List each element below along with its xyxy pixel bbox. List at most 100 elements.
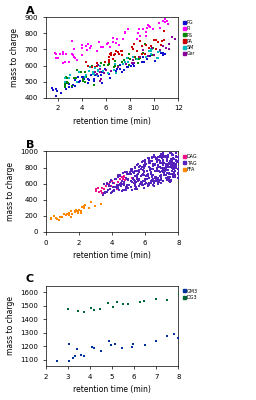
- Point: [58, 214, 62, 220]
- Point: [166, 176, 170, 183]
- Point: [170, 151, 174, 158]
- Point: [122, 174, 126, 180]
- Point: [91, 71, 95, 77]
- Point: [155, 176, 159, 182]
- Point: [137, 54, 141, 60]
- Point: [141, 158, 145, 164]
- Point: [63, 75, 68, 82]
- Point: [107, 71, 111, 77]
- Point: [67, 341, 71, 347]
- Point: [106, 70, 110, 76]
- Point: [171, 155, 175, 161]
- Point: [168, 163, 173, 169]
- Point: [174, 150, 178, 156]
- Point: [170, 163, 174, 170]
- Point: [157, 177, 161, 183]
- Point: [156, 154, 160, 160]
- Point: [93, 72, 97, 79]
- Point: [71, 52, 75, 59]
- Point: [159, 174, 163, 180]
- Point: [147, 164, 151, 170]
- Point: [176, 174, 180, 181]
- Point: [145, 25, 149, 31]
- Point: [159, 164, 163, 171]
- Point: [134, 56, 138, 62]
- Point: [151, 154, 155, 160]
- Point: [146, 180, 151, 186]
- Point: [153, 175, 157, 181]
- Point: [85, 47, 89, 53]
- Point: [115, 185, 119, 192]
- Point: [102, 189, 106, 195]
- Point: [146, 172, 150, 179]
- Point: [162, 171, 166, 178]
- Point: [63, 78, 67, 85]
- Point: [166, 163, 170, 170]
- Point: [176, 154, 180, 160]
- Point: [113, 57, 117, 64]
- Point: [154, 177, 158, 184]
- Point: [155, 49, 159, 56]
- Point: [146, 21, 150, 28]
- Point: [147, 48, 151, 54]
- Point: [167, 45, 171, 52]
- Point: [151, 177, 155, 183]
- Point: [145, 176, 149, 182]
- Point: [155, 181, 159, 187]
- Point: [150, 46, 154, 52]
- Point: [92, 345, 96, 351]
- Point: [167, 150, 172, 156]
- Point: [150, 155, 154, 162]
- Point: [118, 66, 122, 72]
- Point: [171, 152, 175, 158]
- Point: [129, 171, 133, 177]
- Point: [146, 155, 151, 161]
- Point: [109, 342, 113, 348]
- Point: [64, 212, 68, 218]
- Point: [61, 51, 65, 57]
- Point: [155, 159, 159, 165]
- Point: [127, 181, 131, 188]
- Point: [62, 211, 66, 217]
- Point: [177, 171, 181, 178]
- Point: [152, 52, 156, 59]
- Point: [121, 176, 125, 182]
- Point: [159, 174, 163, 181]
- Point: [146, 154, 150, 161]
- Point: [71, 82, 75, 89]
- Point: [87, 68, 91, 74]
- Point: [190, 286, 194, 293]
- Point: [124, 168, 129, 175]
- Point: [98, 78, 102, 85]
- Point: [159, 172, 164, 179]
- Point: [128, 56, 132, 62]
- Point: [99, 188, 103, 194]
- Point: [163, 16, 167, 22]
- Point: [151, 161, 155, 168]
- Point: [161, 159, 165, 166]
- Point: [161, 178, 165, 184]
- Point: [160, 168, 164, 174]
- Point: [128, 169, 132, 176]
- Point: [100, 80, 104, 86]
- Point: [76, 308, 80, 314]
- Point: [149, 51, 153, 57]
- Point: [173, 35, 177, 42]
- Point: [58, 51, 62, 57]
- Point: [94, 188, 98, 194]
- Point: [99, 76, 103, 82]
- Point: [116, 64, 120, 70]
- Point: [77, 208, 81, 214]
- Point: [100, 190, 104, 196]
- Point: [115, 182, 119, 189]
- Point: [145, 172, 149, 178]
- Point: [116, 179, 120, 185]
- Point: [70, 38, 74, 44]
- Point: [77, 79, 81, 85]
- Point: [89, 72, 93, 78]
- Point: [164, 154, 168, 160]
- Point: [113, 184, 117, 190]
- Point: [129, 184, 133, 190]
- Point: [61, 60, 66, 66]
- Point: [137, 176, 141, 182]
